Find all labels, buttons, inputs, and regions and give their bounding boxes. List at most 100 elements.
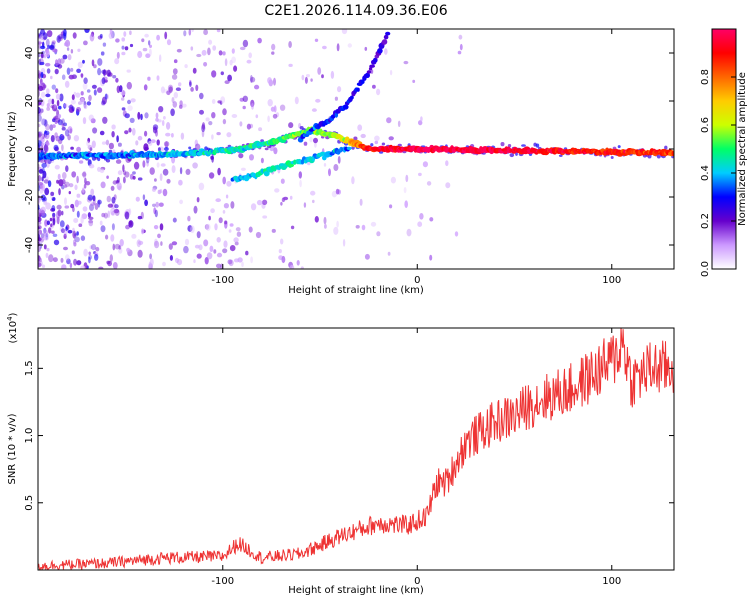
noise-blob — [386, 117, 392, 124]
noise-blob — [109, 29, 113, 35]
noise-blob — [109, 254, 114, 262]
noise-blob — [137, 249, 143, 258]
noise-blob — [422, 161, 428, 168]
noise-blob — [38, 184, 41, 192]
noise-blob — [152, 203, 156, 207]
noise-blob — [196, 231, 201, 239]
noise-blob — [359, 198, 363, 206]
noise-blob — [39, 242, 43, 249]
noise-blob — [76, 175, 79, 184]
noise-blob — [83, 248, 88, 257]
noise-blob — [93, 89, 97, 96]
noise-blob — [73, 239, 77, 245]
noise-blob — [66, 47, 70, 51]
noise-blob — [337, 156, 341, 164]
noise-blob — [38, 262, 42, 268]
noise-blob — [38, 73, 41, 79]
noise-blob — [38, 85, 44, 92]
noise-blob — [88, 94, 92, 102]
noise-blob — [53, 104, 57, 109]
noise-blob — [56, 99, 60, 107]
noise-blob — [429, 254, 433, 261]
noise-blob — [76, 200, 82, 205]
noise-blob — [38, 137, 44, 141]
noise-blob — [360, 133, 366, 139]
noise-blob — [192, 162, 198, 169]
noise-blob — [454, 231, 459, 237]
noise-blob — [155, 117, 159, 122]
snr-scale-factor: (x104) — [6, 312, 19, 343]
noise-blob — [250, 256, 254, 264]
noise-blob — [315, 98, 321, 103]
noise-blob — [217, 167, 221, 176]
noise-blob — [216, 237, 221, 243]
noise-blob — [46, 30, 53, 38]
noise-blob — [405, 174, 409, 183]
noise-blob — [114, 204, 119, 209]
noise-blob — [211, 99, 216, 104]
noise-blob — [38, 241, 41, 247]
noise-blob — [388, 136, 394, 141]
noise-blob — [105, 139, 110, 146]
colorbar: 0.0 0.2 0.4 0.6 0.8 Normalized spectral ampl… — [700, 28, 748, 277]
noise-blob — [38, 36, 42, 43]
colorbar-ticks: 0.0 0.2 0.4 0.6 0.8 — [700, 69, 736, 277]
noise-blob — [228, 229, 232, 233]
noise-blob — [106, 175, 109, 179]
noise-blob — [229, 245, 236, 252]
noise-blob — [258, 127, 263, 132]
noise-blob — [84, 29, 90, 33]
noise-blob — [207, 47, 211, 56]
noise-blob — [251, 103, 254, 110]
noise-blob — [67, 134, 71, 141]
noise-blob — [88, 114, 95, 122]
noise-blob — [88, 251, 91, 256]
noise-blob — [38, 96, 42, 103]
noise-blob — [160, 163, 166, 167]
noise-blob — [116, 182, 122, 191]
spectrogram-ridge-blobs — [38, 31, 674, 183]
noise-blob — [273, 147, 278, 155]
noise-blob — [314, 38, 319, 42]
noise-blob — [42, 84, 47, 89]
noise-blob — [55, 88, 59, 94]
noise-blob — [56, 204, 62, 210]
noise-blob — [304, 76, 308, 84]
noise-blob — [57, 173, 61, 180]
main-carrier-halo — [264, 147, 269, 151]
noise-blob — [201, 49, 207, 56]
noise-blob — [179, 100, 183, 107]
noise-blob — [296, 260, 300, 266]
noise-blob — [142, 194, 146, 201]
noise-blob — [180, 132, 185, 140]
noise-blob — [250, 75, 253, 83]
noise-blob — [43, 119, 48, 127]
main-carrier-halo — [157, 147, 161, 152]
rising-branch-blob — [366, 70, 372, 74]
noise-blob — [218, 50, 223, 56]
noise-blob — [40, 210, 46, 217]
noise-blob — [173, 92, 178, 99]
noise-blob — [201, 129, 205, 138]
noise-blob — [51, 40, 56, 45]
noise-blob — [102, 42, 107, 47]
rising-branch-blob — [350, 95, 354, 100]
noise-blob — [39, 61, 45, 66]
noise-blob — [38, 175, 41, 182]
main-carrier-halo — [108, 149, 113, 153]
noise-blob — [149, 253, 153, 260]
noise-blob — [40, 53, 45, 59]
noise-blob — [110, 185, 115, 191]
noise-blob — [52, 233, 58, 237]
noise-blob — [389, 69, 393, 76]
noise-blob — [324, 224, 327, 229]
noise-blob — [250, 76, 256, 83]
noise-blob — [47, 44, 51, 50]
noise-blob — [239, 46, 246, 51]
noise-blob — [231, 56, 237, 64]
noise-blob — [303, 141, 308, 146]
noise-blob — [158, 106, 164, 113]
noise-blob — [196, 253, 202, 259]
noise-blob — [118, 245, 122, 250]
noise-blob — [110, 207, 116, 216]
